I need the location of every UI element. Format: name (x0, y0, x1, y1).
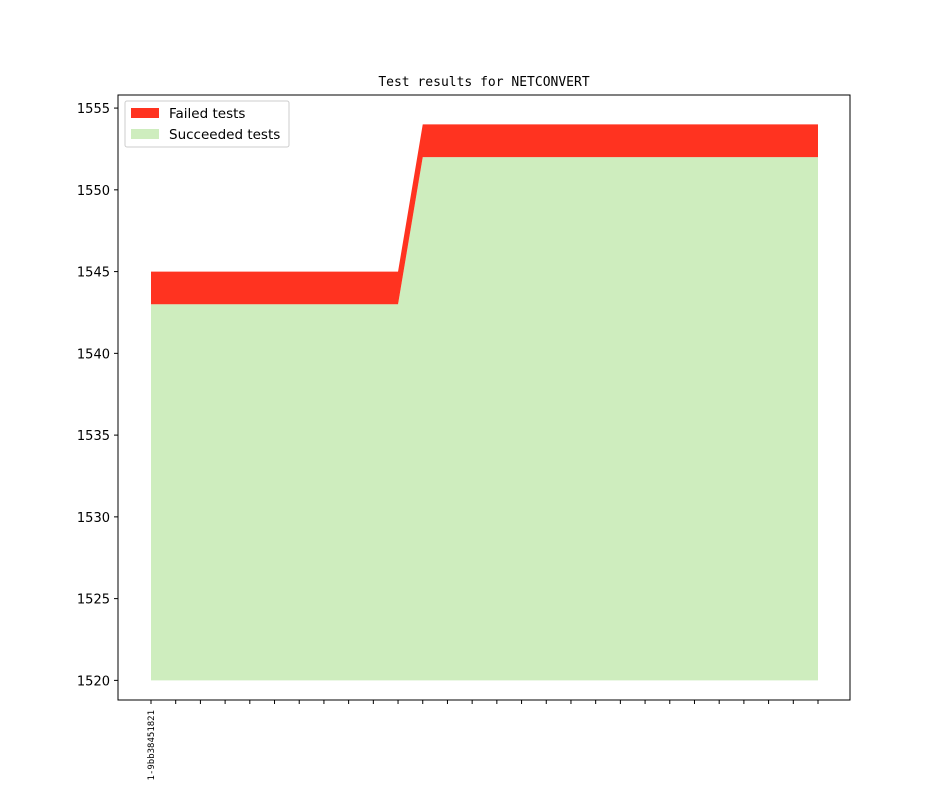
legend-label-succeeded-tests: Succeeded tests (169, 127, 280, 143)
area-series-group (151, 124, 818, 681)
y-tick-label-1535: 1535 (77, 429, 110, 444)
legend-label-failed-tests: Failed tests (169, 106, 245, 122)
y-tick-label-1520: 1520 (77, 674, 110, 689)
y-tick-label-1545: 1545 (77, 266, 110, 281)
failed-tests-area (151, 124, 818, 305)
y-tick-label-1550: 1550 (77, 184, 110, 199)
axes-group: 1520 1525 1530 1535 1540 1545 1550 1555 1-9bb384… (77, 94, 851, 780)
y-tick-label-1555: 1555 (77, 102, 110, 117)
legend-box (124, 100, 290, 148)
y-tick-label-1530: 1530 (77, 511, 110, 526)
y-tick-label-1540: 1540 (77, 347, 110, 362)
chart-title: Test results for NETCONVERT (378, 75, 589, 90)
legend-swatch-failed-tests (131, 108, 159, 118)
legend: Failed tests Succeeded tests (124, 100, 290, 148)
succeeded-tests-area (151, 157, 818, 681)
plot-frame (117, 94, 851, 701)
legend-swatch-succeeded-tests (131, 129, 159, 139)
x-tick-label-0: 1-9bb38451821 (147, 710, 157, 780)
y-tick-label-1525: 1525 (77, 593, 110, 608)
